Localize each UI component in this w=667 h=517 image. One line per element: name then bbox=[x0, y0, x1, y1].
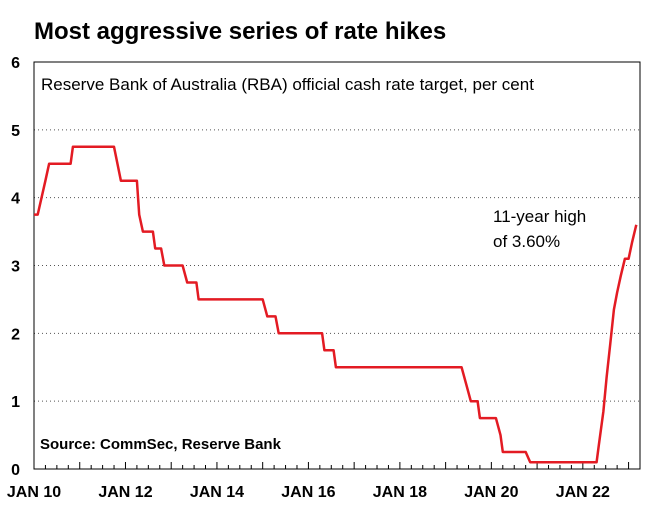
y-tick-label: 1 bbox=[11, 394, 20, 411]
annotation-line-2: of 3.60% bbox=[493, 232, 560, 251]
y-tick-label: 3 bbox=[11, 259, 20, 276]
y-axis: 0 1 2 3 4 5 6 bbox=[11, 55, 20, 479]
x-tick-label: JAN 20 bbox=[464, 484, 518, 501]
series-line-cash-rate bbox=[34, 145, 638, 464]
x-tick-label: JAN 18 bbox=[373, 484, 427, 501]
y-tick-label: 5 bbox=[11, 123, 20, 140]
x-axis: JAN 10 JAN 12 JAN 14 JAN 16 JAN 18 JAN 20 JAN … bbox=[7, 462, 641, 501]
y-tick-label: 4 bbox=[11, 191, 20, 208]
chart-source: Source: CommSec, Reserve Bank bbox=[40, 436, 282, 453]
y-tick-label: 6 bbox=[11, 55, 20, 72]
x-tick-label: JAN 14 bbox=[190, 484, 244, 501]
chart-subtitle: Reserve Bank of Australia (RBA) official… bbox=[41, 75, 534, 94]
x-tick-label: JAN 12 bbox=[98, 484, 152, 501]
plot-frame bbox=[33, 61, 641, 470]
x-tick-label: JAN 10 bbox=[7, 484, 61, 501]
chart-title: Most aggressive series of rate hikes bbox=[34, 18, 447, 45]
x-tick-label: JAN 16 bbox=[281, 484, 335, 501]
annotation-line-1: 11-year high bbox=[493, 207, 586, 226]
y-tick-label: 2 bbox=[11, 326, 20, 343]
gridlines bbox=[34, 129, 640, 402]
x-tick-label: JAN 22 bbox=[556, 484, 610, 501]
y-tick-label: 0 bbox=[11, 462, 20, 479]
